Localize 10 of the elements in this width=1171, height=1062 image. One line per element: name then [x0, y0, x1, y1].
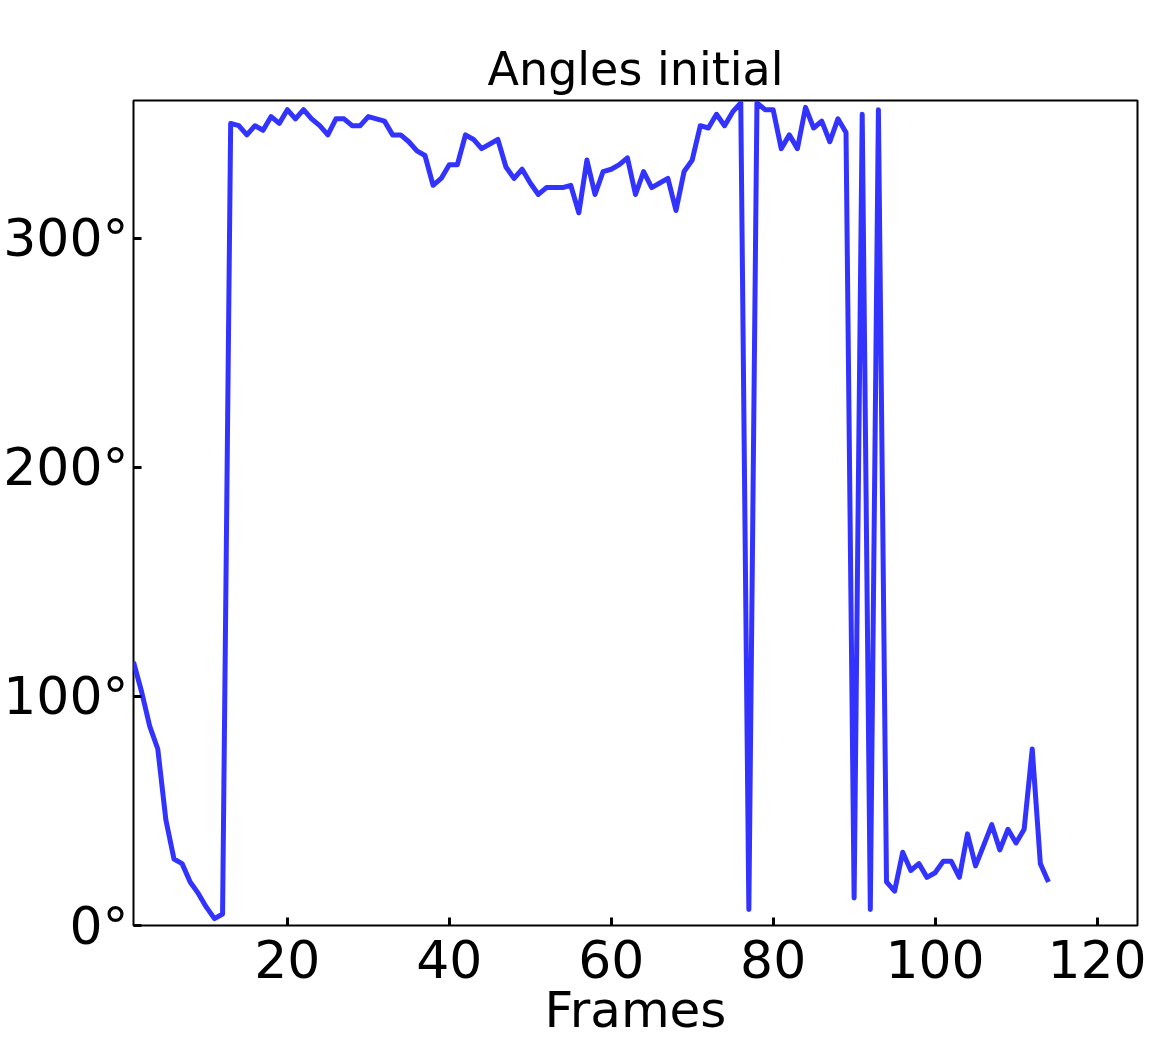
x-tick-label: 80 — [740, 929, 807, 990]
chart-title: Angles initial — [487, 41, 784, 96]
y-tick-label: 300° — [3, 208, 129, 268]
y-tick-label: 0° — [69, 895, 129, 956]
x-tick-label: 120 — [1047, 929, 1147, 990]
x-tick-label: 20 — [254, 929, 321, 990]
x-tick-label: 100 — [885, 929, 985, 990]
x-tick-label: 40 — [416, 929, 483, 990]
y-tick-label: 200° — [3, 437, 129, 498]
y-tick-label: 100° — [3, 666, 129, 727]
